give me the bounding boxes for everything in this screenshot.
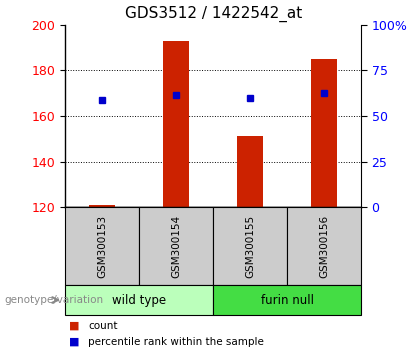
Text: ■: ■	[69, 337, 80, 347]
Bar	[89, 205, 115, 207]
Text: ■: ■	[69, 321, 80, 331]
Bar	[311, 59, 337, 207]
Text: GSM300154: GSM300154	[171, 215, 181, 278]
Bar	[163, 41, 189, 207]
Text: count: count	[88, 321, 118, 331]
Bar	[237, 136, 263, 207]
Text: GSM300156: GSM300156	[319, 215, 329, 278]
Text: furin null: furin null	[261, 293, 314, 307]
Text: genotype/variation: genotype/variation	[4, 295, 103, 305]
Text: GSM300153: GSM300153	[97, 215, 107, 278]
Text: wild type: wild type	[112, 293, 166, 307]
Text: GSM300155: GSM300155	[245, 215, 255, 278]
Title: GDS3512 / 1422542_at: GDS3512 / 1422542_at	[124, 6, 302, 22]
Text: percentile rank within the sample: percentile rank within the sample	[88, 337, 264, 347]
